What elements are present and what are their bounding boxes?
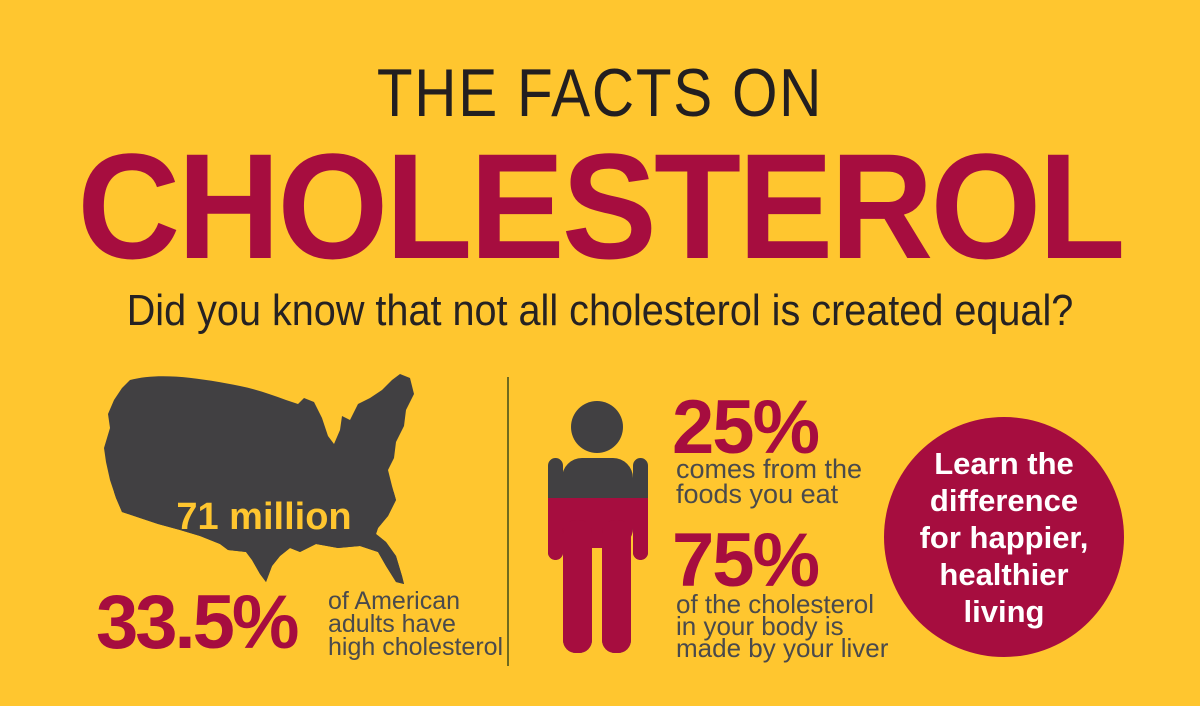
caption-line: of the cholesterol (676, 589, 875, 619)
subtitle: Did you know that not all cholesterol is… (126, 286, 1074, 335)
stat-value-75: 75% (672, 518, 820, 603)
caption-line: made by your liver (676, 633, 889, 663)
callout-line: healthier (939, 556, 1069, 592)
callout-line: for happier, (919, 519, 1089, 555)
stat-caption-75: of the cholesterol in your body is made … (676, 589, 889, 663)
caption-line: adults have (328, 610, 456, 638)
main-title: CHOLESTEROL (77, 122, 1125, 290)
caption-line: comes from the (676, 454, 863, 484)
us-map-icon: 71 million (104, 374, 414, 584)
callout-line: living (963, 593, 1045, 629)
callout-line: Learn the (934, 445, 1074, 481)
callout-line: difference (929, 482, 1079, 518)
caption-line: foods you eat (676, 479, 839, 509)
stat-value-33-5: 33.5% (96, 580, 299, 665)
map-overlay-value: 71 million (176, 496, 351, 538)
person-stat-figure (545, 400, 651, 655)
callout-circle: Learn the difference for happier, health… (884, 417, 1124, 657)
us-map-stat-figure: 71 million (100, 370, 422, 586)
caption-line: of American (328, 587, 461, 615)
stat-value-25: 25% (672, 385, 820, 470)
stat-caption-25: comes from the foods you eat (676, 454, 863, 509)
caption-line: high cholesterol (328, 633, 504, 661)
stat-caption-33-5: of American adults have high cholesterol (328, 587, 504, 661)
callout-text: Learn the difference for happier, health… (920, 445, 1089, 630)
vertical-divider (507, 377, 509, 666)
caption-line: in your body is (676, 611, 844, 641)
kicker-title: THE FACTS ON (376, 55, 824, 131)
person-icon (548, 401, 648, 653)
